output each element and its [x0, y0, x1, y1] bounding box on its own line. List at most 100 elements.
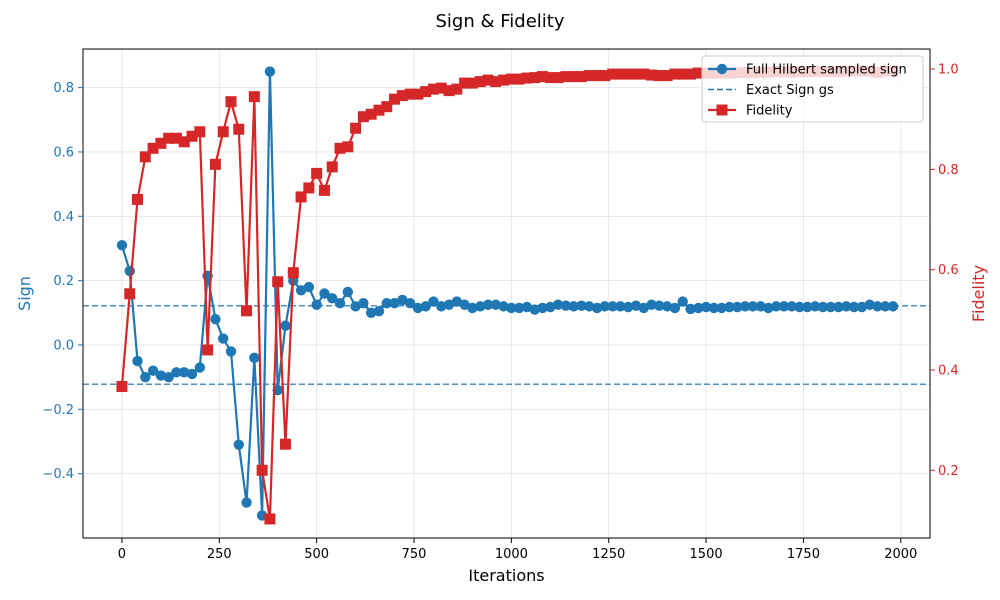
sign-point	[880, 301, 891, 312]
sign-point	[171, 367, 182, 378]
y-right-tick-label: 0.6	[938, 263, 959, 278]
sign-point	[467, 302, 478, 314]
sign-point	[646, 299, 657, 310]
sign-point	[622, 301, 634, 313]
fidelity-point	[537, 71, 549, 83]
sign-point	[389, 297, 400, 309]
sign-point	[365, 307, 377, 319]
sign-point	[147, 365, 159, 376]
sign-point	[864, 299, 875, 310]
fidelity-point	[116, 381, 128, 393]
fidelity-point	[303, 182, 315, 194]
legend-item-sign: Full Hilbert sampled sign	[708, 63, 907, 78]
sign-point	[584, 301, 595, 312]
legend-swatch-marker	[716, 104, 728, 116]
x-tick-label: 1250	[592, 547, 625, 562]
fidelity-point	[404, 88, 416, 100]
x-tick-label: 1500	[690, 547, 723, 562]
sign-point	[217, 333, 229, 344]
sign-point	[327, 293, 338, 304]
y-right-tick-label: 0.4	[938, 363, 959, 378]
y-left-tick-label: 0.6	[53, 145, 74, 160]
sign-point	[537, 302, 548, 314]
sign-point	[334, 297, 346, 309]
fidelity-point	[653, 70, 665, 82]
sign-point	[459, 299, 470, 310]
sign-point	[661, 301, 673, 312]
legend-label: Exact Sign gs	[746, 83, 834, 98]
fidelity-point	[326, 161, 338, 173]
fidelity-point	[132, 193, 144, 205]
legend: Full Hilbert sampled sign Exact Sign gs Fi…	[701, 55, 924, 123]
fidelity-point	[178, 136, 190, 148]
sign-point	[841, 301, 852, 312]
fidelity-point	[256, 464, 268, 476]
fidelity-point	[194, 126, 206, 138]
fidelity-point	[482, 74, 494, 86]
y-left-tick-label: 0.8	[53, 81, 74, 96]
fidelity-point	[365, 108, 377, 120]
fidelity-point	[155, 137, 167, 149]
sign-point	[747, 301, 759, 312]
fidelity-point	[280, 438, 292, 450]
fidelity-point	[490, 76, 502, 88]
sign-point	[693, 302, 704, 314]
sign-point	[179, 367, 190, 378]
fidelity-point	[560, 71, 572, 83]
legend-box	[701, 55, 924, 123]
sign-point	[591, 302, 603, 314]
sign-point	[140, 371, 151, 383]
fidelity-point	[225, 96, 237, 108]
sign-point	[669, 302, 681, 314]
sign-point	[630, 300, 642, 311]
x-axis: 0 250 500 750 1000 1250 1500 1750 2000	[118, 538, 917, 562]
sign-point	[420, 301, 431, 312]
fidelity-point	[544, 72, 556, 84]
fidelity-point	[638, 68, 650, 80]
fidelity-point	[459, 77, 471, 89]
chart-title: Sign & Fidelity	[436, 11, 565, 32]
x-tick-label: 250	[207, 547, 232, 562]
fidelity-point	[607, 68, 619, 80]
sign-point	[124, 265, 135, 277]
y-right-tick-label: 0.8	[938, 163, 959, 178]
fidelity-point	[661, 70, 673, 82]
fidelity-point	[412, 88, 424, 100]
sign-point	[264, 66, 276, 77]
sign-point	[513, 302, 525, 314]
fidelity-point	[389, 93, 401, 105]
sign-point	[770, 301, 782, 312]
y-axis-right: 0.2 0.4 0.6 0.8 1.0	[930, 63, 959, 479]
sign-point	[225, 346, 237, 357]
sign-point	[163, 371, 174, 383]
sign-point	[498, 301, 509, 312]
fidelity-point	[170, 132, 182, 144]
legend-item-exact: Exact Sign gs	[708, 83, 834, 98]
sign-point	[739, 301, 751, 312]
sign-point	[615, 301, 626, 312]
sign-point	[794, 301, 805, 313]
sign-point	[241, 497, 252, 508]
sign-point	[350, 301, 361, 312]
sign-point	[576, 300, 587, 311]
sign-point	[358, 297, 369, 309]
x-tick-label: 1000	[495, 547, 528, 562]
sign-point	[677, 296, 688, 307]
y-left-tick-label: −0.2	[42, 403, 74, 418]
sign-point	[342, 286, 354, 298]
x-tick-label: 750	[402, 547, 427, 562]
y-right-tick-label: 0.2	[938, 464, 959, 479]
sign-point	[319, 288, 330, 299]
fidelity-point	[669, 68, 681, 80]
sign-point	[482, 299, 494, 310]
fidelity-point	[373, 104, 385, 116]
fidelity-point	[139, 151, 151, 163]
sign-point	[116, 240, 128, 251]
fidelity-point	[147, 142, 159, 154]
sign-point	[638, 302, 649, 314]
fidelity-point	[521, 72, 533, 84]
fidelity-point	[202, 344, 214, 356]
y-left-tick-label: 0.2	[53, 274, 74, 289]
fidelity-point	[599, 70, 611, 82]
